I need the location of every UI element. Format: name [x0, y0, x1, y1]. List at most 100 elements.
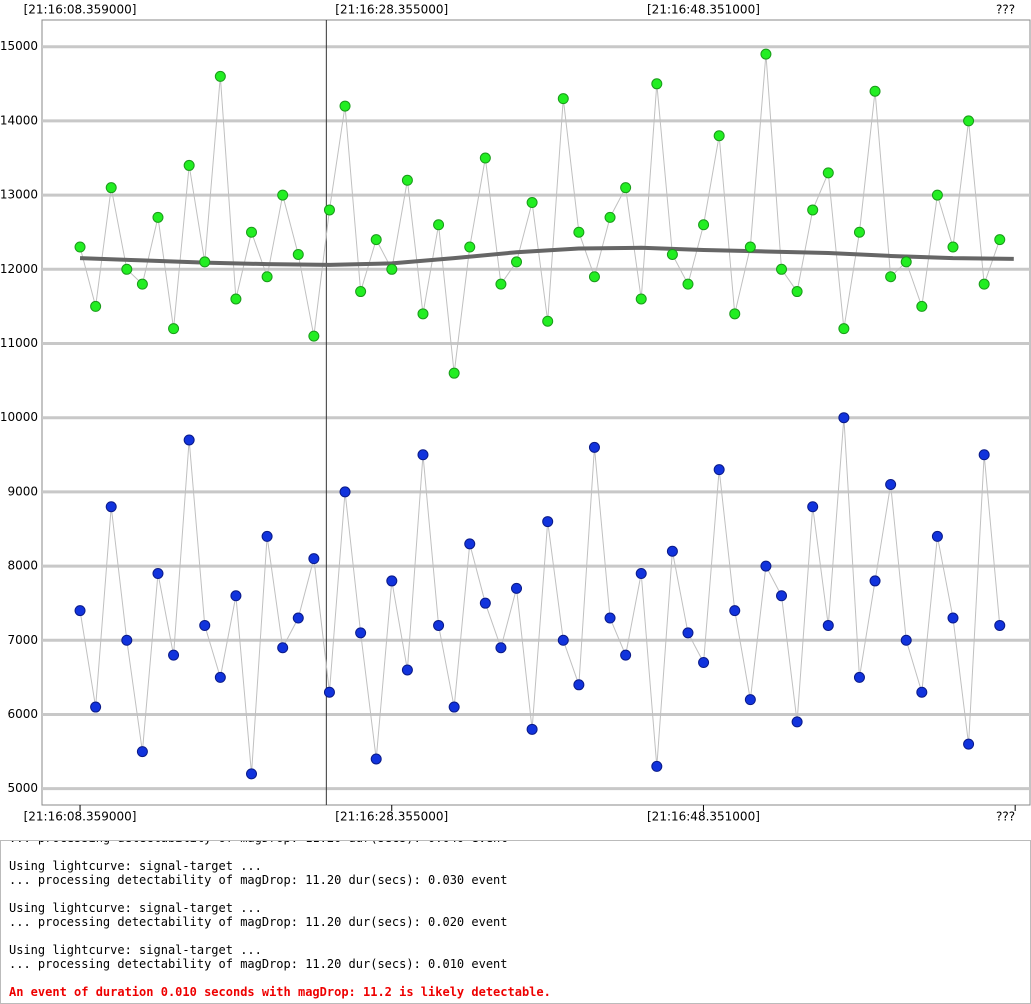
- x-tick-label: ???: [996, 810, 1015, 824]
- point: [199, 256, 211, 268]
- point: [105, 501, 117, 513]
- point: [682, 627, 694, 639]
- log-panel: ... processing detectability of magDrop:…: [0, 840, 1031, 1004]
- point: [277, 189, 289, 201]
- point: [838, 412, 850, 424]
- point: [853, 671, 865, 683]
- x-tick-label: [21:16:48.351000]: [647, 3, 760, 17]
- point: [433, 619, 445, 631]
- point: [386, 575, 398, 587]
- point: [479, 152, 491, 164]
- point: [557, 634, 569, 646]
- log-line: [5, 887, 1030, 901]
- point: [495, 278, 507, 290]
- log-line: Using lightcurve: signal-target ...: [9, 859, 262, 873]
- point: [838, 323, 850, 335]
- point: [511, 582, 523, 594]
- point: [931, 189, 943, 201]
- point: [74, 605, 86, 617]
- point: [713, 464, 725, 476]
- point: [963, 738, 975, 750]
- chart: 5000 6000 7000 8000 9000 10000 11000 12000 13000…: [0, 3, 1031, 824]
- point: [978, 449, 990, 461]
- point: [869, 85, 881, 97]
- point: [729, 605, 741, 617]
- point: [916, 300, 928, 312]
- point: [417, 449, 429, 461]
- log-line: [5, 845, 1030, 859]
- point: [729, 308, 741, 320]
- point: [760, 48, 772, 60]
- point: [947, 241, 959, 253]
- log-lines: ... processing detectability of magDrop:…: [1, 841, 1030, 999]
- point: [978, 278, 990, 290]
- point: [448, 367, 460, 379]
- point: [791, 716, 803, 728]
- point: [401, 174, 413, 186]
- point: [292, 248, 304, 260]
- point: [776, 263, 788, 275]
- point: [121, 634, 133, 646]
- point: [355, 627, 367, 639]
- point: [807, 501, 819, 513]
- point: [573, 679, 585, 691]
- point: [386, 263, 398, 275]
- point: [994, 619, 1006, 631]
- point: [339, 486, 351, 498]
- y-tick-label: 11000: [0, 336, 38, 350]
- point: [698, 657, 710, 669]
- point: [214, 70, 226, 82]
- point: [963, 115, 975, 127]
- point: [261, 271, 273, 283]
- point: [74, 241, 86, 253]
- point: [651, 78, 663, 90]
- point: [682, 278, 694, 290]
- point: [588, 271, 600, 283]
- x-tick-label: [21:16:48.351000]: [647, 810, 760, 824]
- point: [183, 434, 195, 446]
- log-line: An event of duration 0.010 seconds with …: [9, 985, 551, 999]
- y-tick-label: 7000: [7, 633, 38, 647]
- point: [807, 204, 819, 216]
- point: [168, 649, 180, 661]
- y-tick-label: 5000: [7, 781, 38, 795]
- point: [698, 219, 710, 231]
- point: [511, 256, 523, 268]
- point: [464, 241, 476, 253]
- point: [542, 516, 554, 528]
- point: [168, 323, 180, 335]
- point: [573, 226, 585, 238]
- point: [604, 211, 616, 223]
- point: [246, 768, 258, 780]
- point: [136, 746, 148, 758]
- y-tick-label: 8000: [7, 559, 38, 573]
- point: [355, 286, 367, 298]
- point: [90, 300, 102, 312]
- point: [666, 545, 678, 557]
- x-tick-label: [21:16:28.355000]: [335, 810, 448, 824]
- point: [776, 590, 788, 602]
- point: [246, 226, 258, 238]
- point: [994, 234, 1006, 246]
- point: [323, 204, 335, 216]
- y-tick-label: 14000: [0, 113, 38, 127]
- point: [479, 597, 491, 609]
- y-tick-label: 12000: [0, 262, 38, 276]
- point: [916, 686, 928, 698]
- point: [744, 694, 756, 706]
- series-line: [79, 417, 1001, 774]
- point: [931, 530, 943, 542]
- x-tick-label: ???: [996, 3, 1015, 17]
- point: [542, 315, 554, 327]
- point: [433, 219, 445, 231]
- point: [199, 619, 211, 631]
- y-tick-label: 13000: [0, 188, 38, 202]
- log-line: [5, 929, 1030, 943]
- log-line: ... processing detectability of magDrop:…: [9, 915, 508, 929]
- point: [495, 642, 507, 654]
- point: [121, 263, 133, 275]
- x-tick-label: [21:16:08.359000]: [24, 3, 137, 17]
- log-line: ... processing detectability of magDrop:…: [9, 873, 508, 887]
- point: [261, 530, 273, 542]
